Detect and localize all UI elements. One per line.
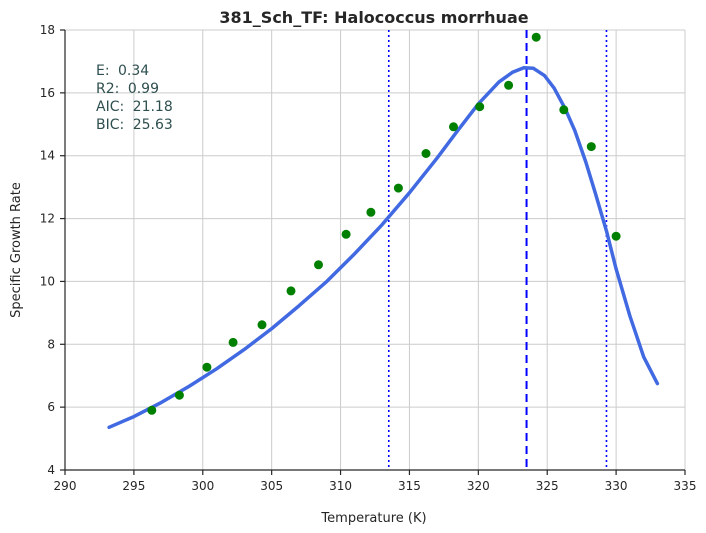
stat-bic-value: 25.63 xyxy=(133,117,173,133)
y-tick-label: 12 xyxy=(40,212,55,226)
stat-bic: BIC: 25.63 xyxy=(96,117,173,133)
data-points xyxy=(147,32,621,415)
stat-bic-label: BIC: xyxy=(96,117,124,133)
data-point xyxy=(559,105,569,115)
x-tick-label: 320 xyxy=(467,479,490,493)
y-tick-label: 18 xyxy=(40,23,55,37)
data-point xyxy=(421,149,431,158)
x-tick-label: 335 xyxy=(674,479,697,493)
x-tick-label: 315 xyxy=(398,479,421,493)
stat-e-value: 0.34 xyxy=(118,63,149,79)
y-tick-label: 16 xyxy=(40,86,55,100)
stat-aic: AIC: 21.18 xyxy=(96,99,173,115)
y-tick-label: 6 xyxy=(47,400,55,414)
x-tick-label: 295 xyxy=(122,479,145,493)
fit-curve xyxy=(107,65,660,430)
data-point xyxy=(147,405,157,415)
stat-e: E: 0.34 xyxy=(96,63,149,79)
data-point xyxy=(449,122,458,132)
x-tick-label: 325 xyxy=(536,479,559,493)
chart-title: 381_Sch_TF: Halococcus morrhuae xyxy=(219,8,528,27)
stat-r2-label: R2: xyxy=(96,81,119,97)
y-tick-label: 8 xyxy=(47,337,55,351)
axes xyxy=(64,30,685,471)
data-point xyxy=(257,320,267,330)
x-axis-label: Temperature (K) xyxy=(320,511,426,526)
stat-e-label: E: xyxy=(96,63,110,79)
x-tick-label: 300 xyxy=(191,479,214,493)
stat-r2: R2: 0.99 xyxy=(96,81,159,97)
data-point xyxy=(504,80,514,90)
data-point xyxy=(531,32,541,42)
reference-lines xyxy=(387,30,608,470)
data-point xyxy=(475,102,485,112)
data-point xyxy=(286,286,296,296)
y-axis-label: Specific Growth Rate xyxy=(9,182,24,318)
fit-curve-layer xyxy=(107,65,660,430)
fit-statistics: E: 0.34 R2: 0.99 AIC: 21.18 BIC: 25.63 xyxy=(96,63,173,133)
y-tick-label: 14 xyxy=(40,149,55,163)
data-point xyxy=(228,337,238,347)
stat-aic-label: AIC: xyxy=(96,99,124,115)
data-point xyxy=(586,142,596,152)
y-tick-label: 10 xyxy=(40,274,55,288)
data-point xyxy=(393,183,403,193)
data-point xyxy=(611,231,621,241)
x-tick-label: 290 xyxy=(54,479,77,493)
x-tick-label: 330 xyxy=(605,479,628,493)
data-point xyxy=(314,260,323,270)
stat-r2-value: 0.99 xyxy=(128,81,159,97)
x-tick-label: 310 xyxy=(329,479,352,493)
x-tick-labels: 290 295 300 305 310 315 320 325 330 335 xyxy=(54,470,697,493)
data-point xyxy=(202,362,212,372)
data-point xyxy=(341,229,351,239)
y-tick-label: 4 xyxy=(47,463,55,477)
stat-aic-value: 21.18 xyxy=(133,99,173,115)
y-tick-labels: 4 6 8 10 12 14 16 18 xyxy=(40,23,65,477)
x-tick-label: 305 xyxy=(260,479,283,493)
data-point xyxy=(366,207,376,217)
data-point xyxy=(174,390,184,400)
